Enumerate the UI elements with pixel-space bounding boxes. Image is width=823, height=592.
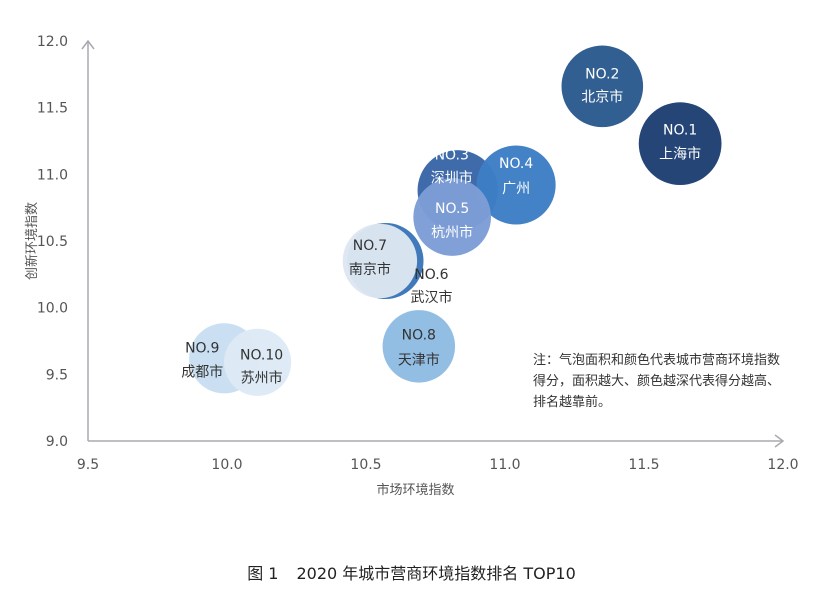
y-tick-label: 10.5 xyxy=(37,234,68,250)
x-axis-arrow xyxy=(774,434,785,448)
bubble-rank-label: NO.7 xyxy=(353,238,387,254)
bubble xyxy=(413,178,491,256)
bubble-city-label: 深圳市 xyxy=(431,169,473,186)
x-tick-label: 9.5 xyxy=(77,457,99,473)
bubble-rank-label: NO.4 xyxy=(499,156,533,172)
bubble-city-label: 天津市 xyxy=(398,351,440,368)
bubble xyxy=(561,45,644,128)
y-axis-arrow xyxy=(81,39,95,50)
y-axis-title: 创新环境指数 xyxy=(24,202,40,280)
y-tick-label: 9.5 xyxy=(46,367,68,383)
bubble-rank-label: NO.2 xyxy=(585,66,619,82)
bubble-rank-label: NO.6 xyxy=(414,267,448,283)
bubble-city-label: 武汉市 xyxy=(410,289,452,306)
x-tick-label: 11.5 xyxy=(628,457,659,473)
chart-area: 9.5 10.0 10.5 11.0 11.5 12.0 9.0 9.5 10.0 10.5 11.… xyxy=(24,34,799,498)
bubble-city-label: 苏州市 xyxy=(241,369,283,386)
bubble-chart: 9.5 10.0 10.5 11.0 11.5 12.0 9.0 9.5 10.0 10.5 11.… xyxy=(24,34,799,498)
y-tick-label: 12.0 xyxy=(37,34,68,50)
figure-title: 2020 年城市营商环境指数排名 TOP10 xyxy=(296,564,576,583)
bubble-rank-label: NO.1 xyxy=(663,123,697,139)
bubble-rank-label: NO.8 xyxy=(402,327,436,343)
bubble-rank-label: NO.5 xyxy=(435,201,469,217)
bubble-rank-label: NO.9 xyxy=(185,340,219,356)
x-tick-label: 10.5 xyxy=(350,457,381,473)
bubble-city-label: 杭州市 xyxy=(431,224,473,241)
y-tick-label: 11.5 xyxy=(37,101,68,117)
figure-caption: 图 1 2020 年城市营商环境指数排名 TOP10 xyxy=(0,560,823,584)
bubble-city-label: 广州 xyxy=(502,181,530,197)
bubble xyxy=(476,145,556,225)
bubble-rank-label: NO.10 xyxy=(240,347,283,363)
x-tick-label: 12.0 xyxy=(767,457,798,473)
bubble-city-label: 上海市 xyxy=(659,146,701,163)
x-tick-label: 11.0 xyxy=(489,457,520,473)
figure-number: 图 1 xyxy=(247,564,279,583)
bubble xyxy=(382,310,456,383)
y-tick-label: 9.0 xyxy=(46,434,68,450)
chart-note: 注：气泡面积和颜色代表城市营商环境指数得分，面积越大、颜色越深代表得分越高、排名… xyxy=(533,353,781,410)
x-axis-title: 市场环境指数 xyxy=(376,482,454,498)
bubble-city-label: 北京市 xyxy=(581,88,623,105)
x-tick-label: 10.0 xyxy=(211,457,242,473)
bubble xyxy=(342,223,418,299)
bubble xyxy=(638,102,722,186)
bubble-city-label: 南京市 xyxy=(349,261,391,278)
bubble-city-label: 成都市 xyxy=(181,363,223,380)
bubble xyxy=(223,328,292,396)
y-tick-label: 10.0 xyxy=(37,301,68,317)
y-tick-label: 11.0 xyxy=(37,167,68,183)
bubble-rank-label: NO.3 xyxy=(435,147,469,163)
